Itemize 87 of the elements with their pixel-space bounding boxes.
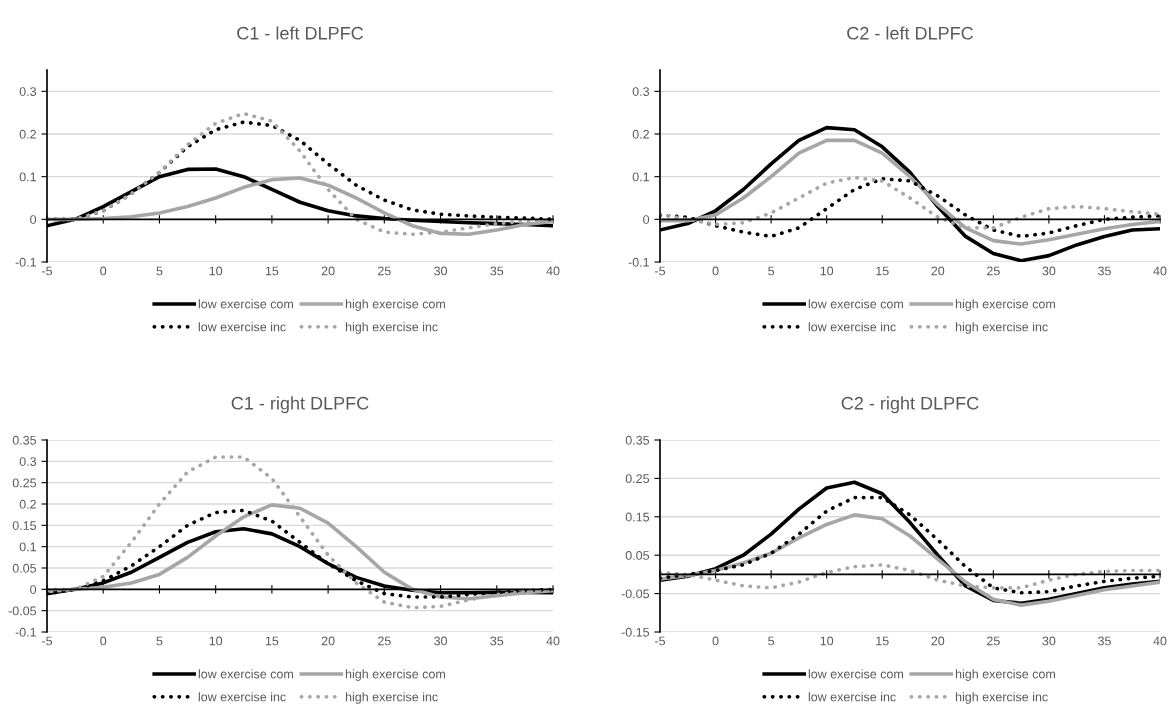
y-tick-label: 0.05 xyxy=(625,551,650,560)
x-tick-label: -5 xyxy=(655,266,666,276)
y-tick-label: 0.15 xyxy=(625,512,650,522)
y-tick-label: -0.05 xyxy=(8,606,37,616)
x-tick-label: 0 xyxy=(712,636,719,646)
x-tick-label: 10 xyxy=(820,636,834,646)
x-tick-label: -5 xyxy=(42,266,53,276)
x-tick-label: 0 xyxy=(100,266,107,276)
x-tick-label: 25 xyxy=(987,266,1000,276)
x-tick-label: 0 xyxy=(100,636,107,646)
y-tick-label: 0.35 xyxy=(12,435,37,445)
y-tick-label: -0.05 xyxy=(621,589,650,599)
y-tick-label: 0.15 xyxy=(12,521,37,530)
y-tick-label: 0.2 xyxy=(19,499,36,509)
chart-title: C2 - left DLPFC xyxy=(847,26,974,40)
x-tick-label: 40 xyxy=(546,636,560,646)
legend-label: high exercise com xyxy=(955,299,1055,311)
x-tick-label: 0 xyxy=(712,266,719,276)
x-tick-label: 25 xyxy=(378,266,391,276)
y-tick-label: 0.2 xyxy=(632,129,649,139)
x-tick-label: 15 xyxy=(265,636,279,646)
x-tick-label: 35 xyxy=(1097,636,1111,646)
x-tick-label: 30 xyxy=(434,636,448,646)
y-tick-label: -0.1 xyxy=(15,627,36,637)
legend-label: high exercise inc xyxy=(345,322,438,334)
y-tick-label: 0.25 xyxy=(12,478,37,488)
x-tick-label: 20 xyxy=(321,266,335,276)
y-tick-label: 0 xyxy=(643,215,650,224)
x-tick-label: 5 xyxy=(156,266,163,276)
x-tick-label: 20 xyxy=(931,636,945,646)
legend-label: low exercise com xyxy=(198,669,293,679)
x-tick-label: -5 xyxy=(42,636,53,646)
legend-label: high exercise com xyxy=(345,669,445,681)
x-tick-label: 30 xyxy=(434,266,448,276)
y-tick-label: 0.05 xyxy=(12,563,37,573)
legend-label: low exercise com xyxy=(808,299,903,309)
y-tick-label: -0.15 xyxy=(621,627,650,637)
x-tick-label: 40 xyxy=(546,266,560,276)
x-tick-label: 5 xyxy=(768,636,775,646)
y-tick-label: 0.25 xyxy=(625,474,650,484)
y-tick-label: 0 xyxy=(30,215,37,224)
legend-label: low exercise inc xyxy=(808,322,896,332)
y-tick-label: 0.1 xyxy=(19,542,36,552)
legend-label: low exercise inc xyxy=(808,692,896,702)
x-tick-label: 30 xyxy=(1042,266,1056,276)
x-tick-label: 15 xyxy=(265,266,279,276)
x-tick-label: 5 xyxy=(156,636,163,646)
y-tick-label: 0.35 xyxy=(625,435,650,445)
y-tick-label: 0.3 xyxy=(632,87,650,96)
x-tick-label: 15 xyxy=(876,636,889,646)
legend-label: low exercise inc xyxy=(198,692,286,702)
x-tick-label: 5 xyxy=(768,266,775,276)
x-tick-label: 35 xyxy=(1097,266,1111,276)
y-tick-label: 0.1 xyxy=(632,172,649,182)
chart-title: C1 - left DLPFC xyxy=(237,26,364,40)
y-tick-label: 0.3 xyxy=(19,87,37,96)
legend-label: low exercise inc xyxy=(198,322,286,332)
y-tick-label: -0.1 xyxy=(15,257,36,267)
chart-title: C1 - right DLPFC xyxy=(231,396,369,414)
y-tick-label: 0.2 xyxy=(19,129,36,139)
x-tick-label: 35 xyxy=(490,266,504,276)
legend-label: low exercise com xyxy=(198,299,293,309)
legend-label: high exercise com xyxy=(345,299,445,311)
x-tick-label: 25 xyxy=(378,636,391,646)
x-tick-label: 25 xyxy=(987,636,1000,646)
legend-label: high exercise inc xyxy=(955,692,1048,704)
x-tick-label: 35 xyxy=(490,636,504,646)
y-tick-label: 0.1 xyxy=(19,172,36,182)
y-tick-label: -0.1 xyxy=(628,257,649,267)
legend-label: high exercise inc xyxy=(955,322,1048,334)
x-tick-label: 15 xyxy=(876,266,889,276)
chart-title: C2 - right DLPFC xyxy=(841,396,979,414)
x-tick-label: 10 xyxy=(209,636,223,646)
x-tick-label: 30 xyxy=(1042,636,1056,646)
y-tick-label: 0.3 xyxy=(19,457,37,466)
x-tick-label: 40 xyxy=(1153,266,1167,276)
x-tick-label: 10 xyxy=(820,266,834,276)
x-tick-label: 20 xyxy=(931,266,945,276)
x-tick-label: 40 xyxy=(1153,636,1167,646)
x-tick-label: 20 xyxy=(321,636,335,646)
line-series xyxy=(660,513,1160,607)
y-tick-label: 0 xyxy=(30,585,37,594)
x-tick-label: -5 xyxy=(655,636,666,646)
legend-label: low exercise com xyxy=(808,669,903,679)
legend-label: high exercise inc xyxy=(345,692,438,704)
legend-label: high exercise com xyxy=(955,669,1055,681)
x-tick-label: 10 xyxy=(209,266,223,276)
